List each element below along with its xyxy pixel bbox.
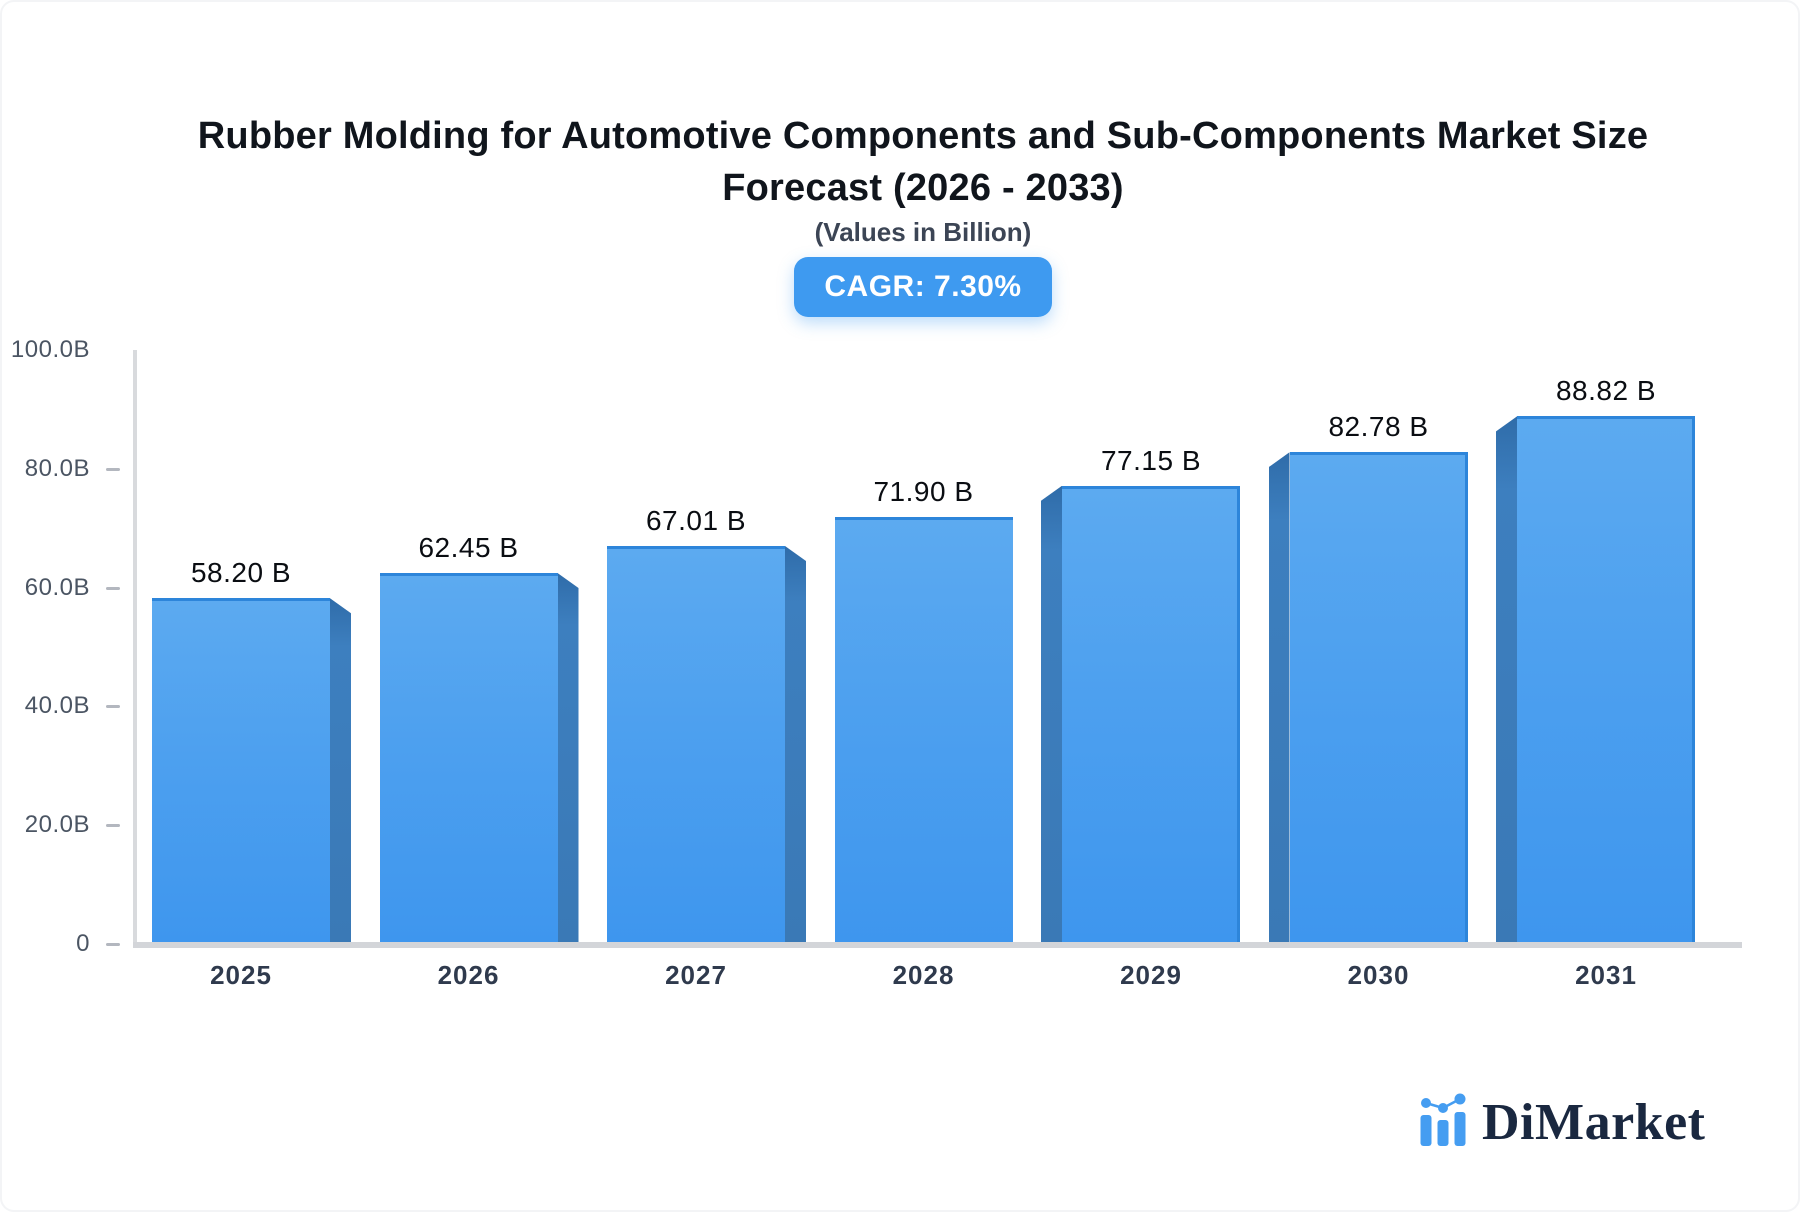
y-axis-tick-mark [106,824,120,828]
y-axis-tick-label: 0 [76,930,90,957]
chart-title-line-1: Rubber Molding for Automotive Components… [197,115,1649,157]
y-axis-tick-label: 80.0B [24,454,90,482]
bar-3d-side [785,545,806,944]
bar-2029[interactable] [1062,485,1240,944]
logo-wordmark: DiMarket [1482,1094,1706,1151]
x-axis-category-label: 2030 [1347,960,1410,990]
bar-value-label: 88.82 B [1555,375,1657,407]
bar-2026[interactable] [379,573,558,944]
bar-value-label: 67.01 B [645,504,747,536]
bar-2028[interactable] [834,516,1013,944]
bar-3d-side [330,598,351,944]
bar-2031[interactable] [1517,416,1695,944]
x-axis-category-label: 2026 [437,960,500,990]
chart-title-line-2: Forecast (2026 - 2033) [722,167,1124,209]
bar-value-label: 58.20 B [190,557,292,589]
y-axis-tick-label: 100.0B [10,336,90,363]
bar-chart-logo-icon [1420,1090,1468,1151]
bar-2030[interactable] [1289,452,1468,944]
y-axis-tick-mark [106,705,120,709]
dimarket-logo: DiMarket [1420,1090,1705,1151]
bar-value-label: 71.90 B [873,475,974,507]
chart-subtitle: (Values in Billion) [814,217,1032,247]
y-axis-line [133,350,137,944]
x-axis-category-label: 2027 [665,960,727,990]
chart-header: Rubber Molding for Automotive Components… [63,110,1783,317]
cagr-badge: CAGR: 7.30% [794,257,1052,317]
bar-3d-side [557,573,579,944]
x-axis-category-label: 2028 [892,960,955,990]
bar-3d-side [1268,452,1290,944]
y-axis-tick-label: 20.0B [24,811,90,839]
bar-value-label: 77.15 B [1100,444,1202,476]
y-axis-tick-label: 40.0B [24,692,90,720]
bar-2025[interactable] [152,598,330,944]
bar-value-label: 82.78 B [1328,411,1429,443]
bar-3d-side [1496,416,1517,944]
y-axis-tick-mark [106,943,120,946]
x-axis-line [133,942,1742,948]
x-axis-category-label: 2029 [1120,960,1182,990]
bar-3d-side [1041,485,1062,944]
y-axis-tick-mark [106,586,120,590]
y-axis-tick-mark [106,467,120,471]
x-axis-category-label: 2025 [210,960,272,990]
bar-value-label: 62.45 B [418,532,519,564]
x-axis-category-label: 2031 [1575,960,1637,990]
bar-2027[interactable] [607,545,785,944]
y-axis-tick-label: 60.0B [24,573,90,601]
